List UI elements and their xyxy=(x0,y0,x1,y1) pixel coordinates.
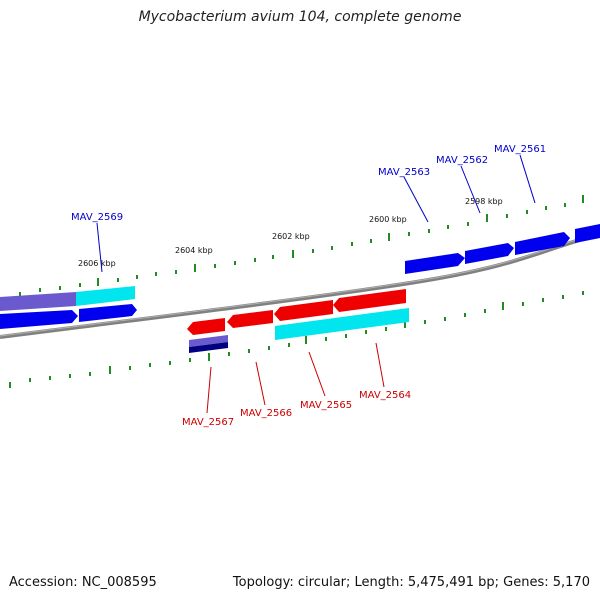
outer-tick-track xyxy=(19,195,584,296)
label-leader xyxy=(519,154,536,204)
label-leader xyxy=(460,165,481,214)
label-leader xyxy=(375,342,385,388)
label-leader xyxy=(403,176,429,223)
accession-label: Accession: NC_008595 xyxy=(9,575,157,590)
gene-label[interactable]: MAV_2562 xyxy=(436,155,488,166)
gene-label[interactable]: MAV_2564 xyxy=(359,390,411,401)
scale-label: 2600 kbp xyxy=(369,215,407,224)
gene-forward[interactable] xyxy=(465,243,514,264)
gene-forward[interactable] xyxy=(405,253,465,274)
gene-reverse[interactable] xyxy=(274,300,333,321)
gene-label[interactable]: MAV_2566 xyxy=(240,408,292,419)
gene-reverse[interactable] xyxy=(333,289,406,312)
gene-forward[interactable] xyxy=(79,304,137,322)
genome-backbone xyxy=(0,232,600,339)
scale-label: 2606 kbp xyxy=(78,259,116,268)
gene-label[interactable]: MAV_2567 xyxy=(182,417,234,428)
label-leader xyxy=(206,366,212,414)
gene-label[interactable]: MAV_2565 xyxy=(300,400,352,411)
genome-summary: Topology: circular; Length: 5,475,491 bp… xyxy=(232,575,590,590)
gene-label[interactable]: MAV_2569 xyxy=(71,212,123,223)
genome-title: Mycobacterium avium 104, complete genome xyxy=(138,9,462,25)
gene-label[interactable]: MAV_2561 xyxy=(494,144,546,155)
feature-cds[interactable] xyxy=(275,308,409,340)
feature-other[interactable] xyxy=(189,342,228,353)
label-leader xyxy=(255,361,266,406)
gene-reverse[interactable] xyxy=(227,310,273,328)
label-leader xyxy=(96,222,103,273)
scale-label: 2602 kbp xyxy=(272,232,310,241)
feature-cds[interactable] xyxy=(76,286,135,306)
feature-other[interactable] xyxy=(0,292,76,311)
scale-label: 2604 kbp xyxy=(175,246,213,255)
gene-forward[interactable] xyxy=(515,232,570,255)
label-leader xyxy=(308,351,326,397)
gene-forward[interactable] xyxy=(575,224,600,243)
inner-tick-track xyxy=(9,291,584,388)
genome-backbone-highlight xyxy=(0,232,600,337)
gene-label[interactable]: MAV_2563 xyxy=(378,167,430,178)
gene-forward[interactable] xyxy=(0,310,78,329)
scale-label: 2598 kbp xyxy=(465,197,503,206)
gene-reverse[interactable] xyxy=(187,318,225,335)
feature-other[interactable] xyxy=(189,335,228,347)
